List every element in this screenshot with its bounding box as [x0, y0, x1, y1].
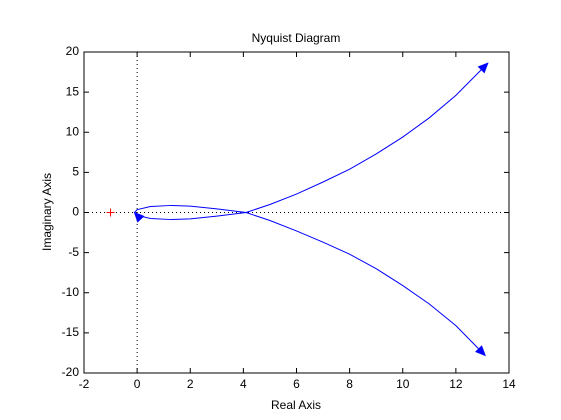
y-tick-label: 0 — [72, 205, 79, 219]
y-tick-label: 15 — [66, 84, 80, 98]
y-axis-label: Imaginary Axis — [40, 173, 54, 251]
x-tick-label: 4 — [240, 377, 247, 391]
x-tick-label: 2 — [187, 377, 194, 391]
chart-title: Nyquist Diagram — [252, 31, 341, 45]
arrowhead — [133, 211, 145, 223]
y-tick-label: 5 — [72, 165, 79, 179]
x-tick-label: 0 — [134, 377, 141, 391]
y-tick-label: -15 — [62, 325, 80, 339]
y-tick-label: -5 — [68, 245, 79, 259]
y-tick-label: -20 — [62, 365, 80, 379]
y-tick-label: 20 — [66, 44, 80, 58]
x-tick-label: 14 — [502, 377, 516, 391]
arrowhead — [475, 345, 486, 357]
y-tick-label: -10 — [62, 285, 80, 299]
x-tick-label: 8 — [346, 377, 353, 391]
x-tick-label: 10 — [396, 377, 410, 391]
x-tick-label: 12 — [449, 377, 463, 391]
x-tick-label: 6 — [293, 377, 300, 391]
x-tick-label: -2 — [79, 377, 90, 391]
x-axis-label: Real Axis — [271, 398, 321, 412]
arrowhead — [477, 62, 489, 74]
y-tick-label: 10 — [66, 124, 80, 138]
